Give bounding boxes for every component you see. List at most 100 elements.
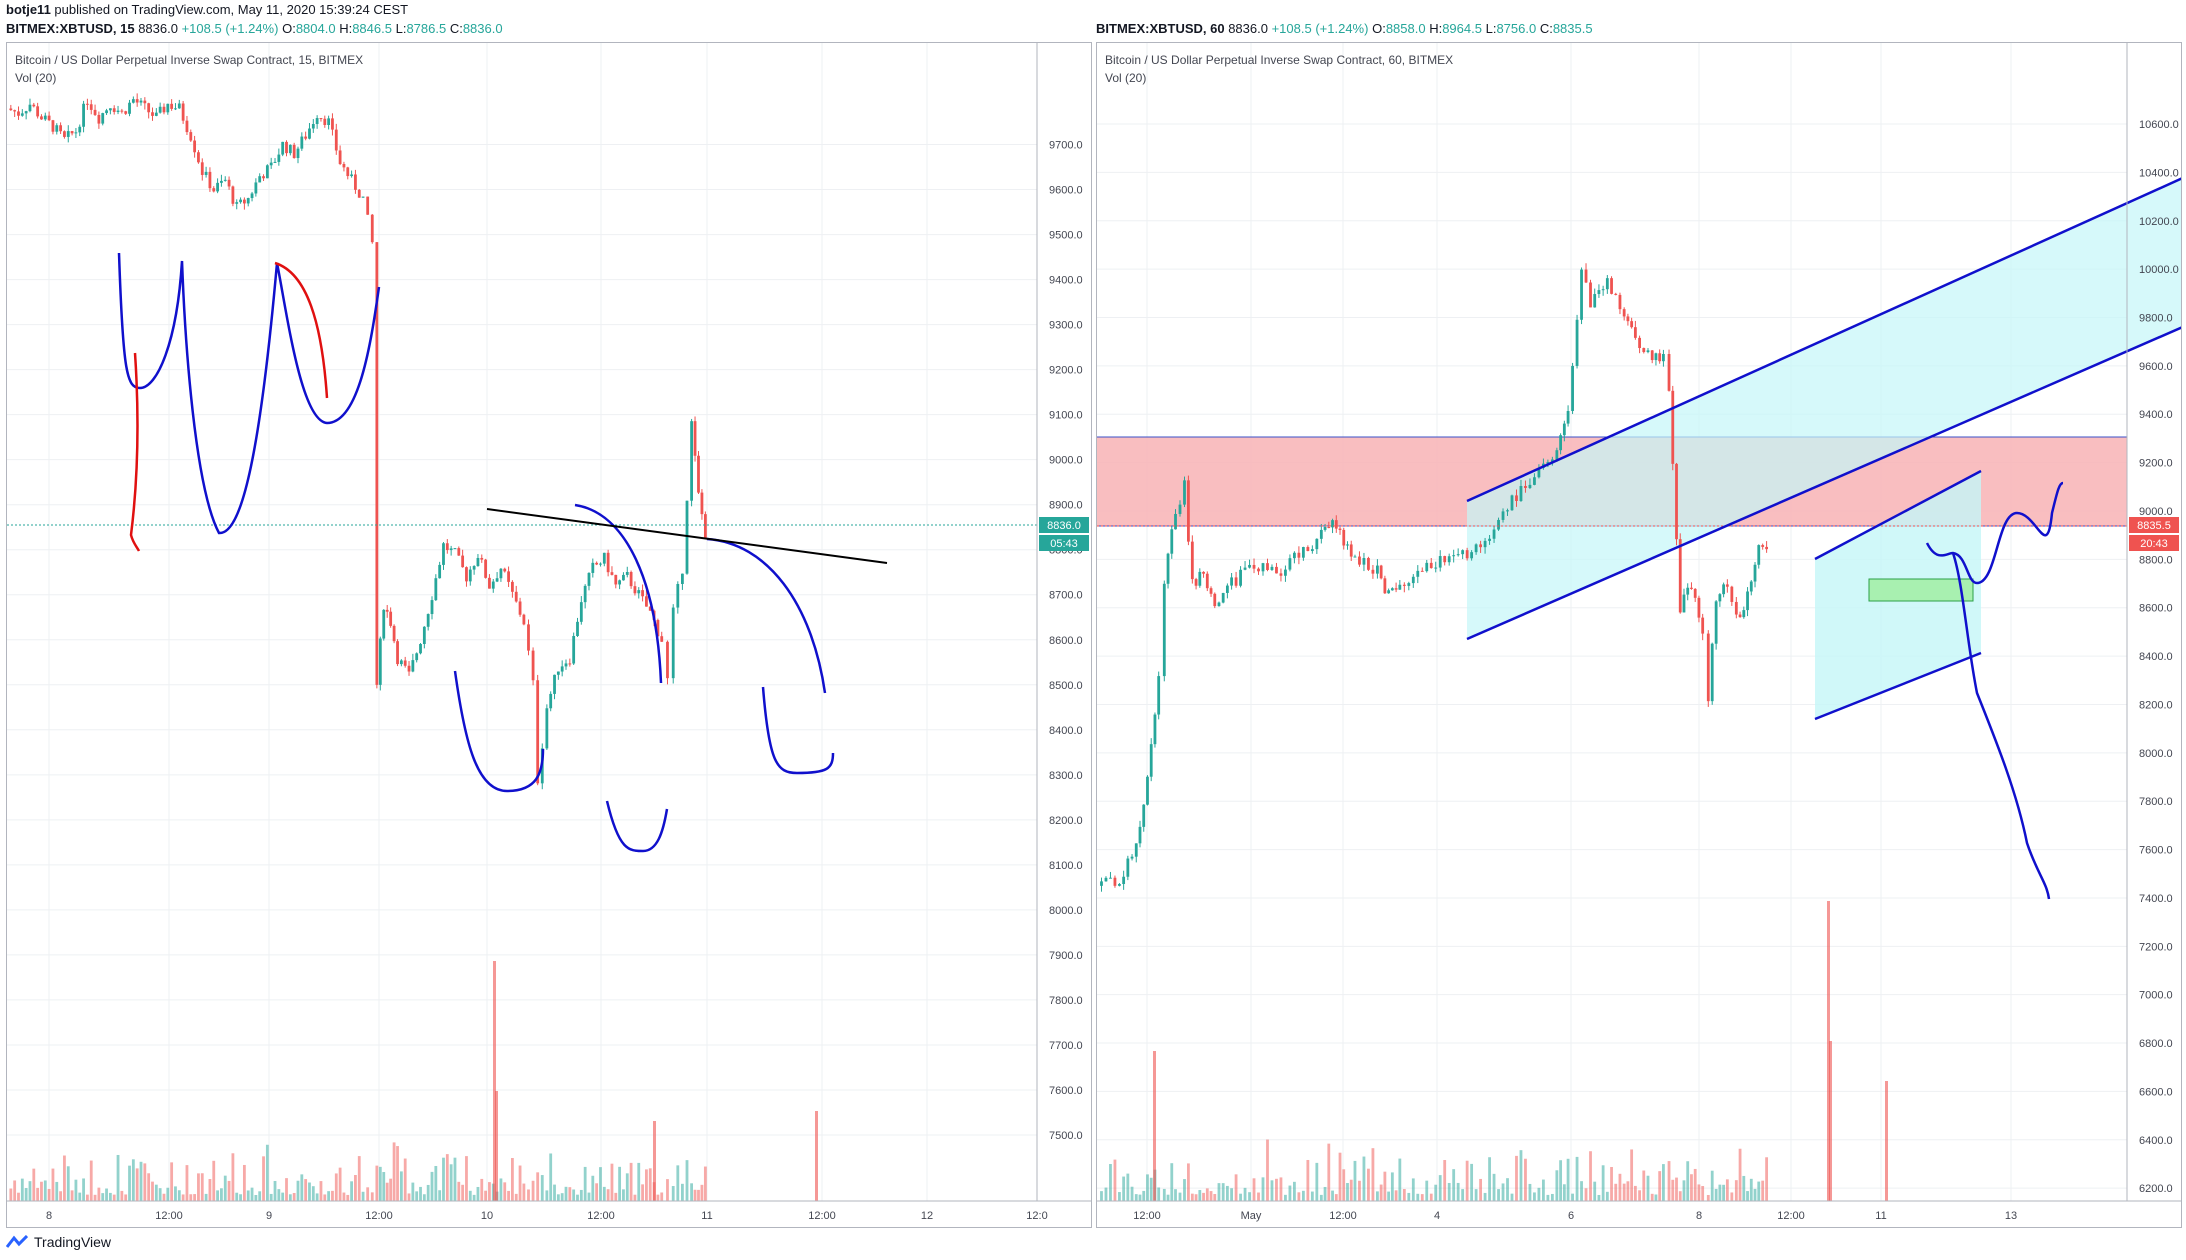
price-tick-label: 9300.0 [1049, 320, 1083, 332]
candle-body [300, 136, 304, 149]
volume-bar [700, 1184, 704, 1201]
candle-body [1483, 540, 1487, 548]
candle-body [606, 552, 610, 573]
left-time-axis[interactable]: 8 12:00 9 12:00 10 12:00 11 12:00 12 12:0 [46, 1210, 1048, 1222]
volume-bar [1230, 1188, 1233, 1201]
candle-body [1492, 529, 1496, 539]
volume-bar [1555, 1170, 1559, 1201]
volume-bar [422, 1194, 426, 1201]
left-chart-panel[interactable]: 9700.0 9600.0 9500.0 9400.0 9300.0 9200.0 9100… [6, 42, 1092, 1228]
volume-bar [1571, 1193, 1574, 1201]
candle-body [366, 196, 370, 215]
candle-body [242, 199, 246, 204]
volume-bar [1266, 1139, 1269, 1201]
candle-body [445, 543, 449, 551]
candle-body [1346, 544, 1349, 546]
candle-body [1742, 610, 1746, 618]
candle-body [564, 663, 568, 667]
candle-body [1429, 562, 1433, 569]
volume-bar [1234, 1174, 1238, 1201]
volume-bar [637, 1162, 641, 1201]
candle-body [622, 574, 625, 581]
price-tick-label: 8900.0 [1049, 500, 1083, 512]
volume-bar [606, 1189, 610, 1201]
candle-body [411, 660, 415, 672]
volume-bar [1338, 1152, 1342, 1201]
candle-body [1618, 294, 1622, 310]
volume-bar [1315, 1162, 1319, 1201]
time-tick-label: 12:00 [808, 1210, 836, 1222]
candle-body [618, 580, 622, 585]
volume-bar [1461, 1189, 1465, 1201]
price-tick-label: 8400.0 [1049, 725, 1083, 737]
price-tick-label: 9400.0 [1049, 275, 1083, 287]
candle-body [1722, 584, 1726, 595]
volume-bar [1725, 1179, 1729, 1201]
price-tick-label: 10000.0 [2139, 264, 2179, 276]
right-close: 8835.5 [1552, 21, 1593, 36]
candle-body [1319, 529, 1323, 539]
candle-body [522, 614, 526, 625]
volume-bar [277, 1189, 281, 1201]
volume-bar [1306, 1159, 1310, 1201]
candle-body [1202, 571, 1205, 574]
volume-spike-bar [493, 961, 496, 1201]
volume-bar [671, 1186, 675, 1201]
volume-bar [296, 1180, 300, 1201]
price-tick-label: 7500.0 [1049, 1130, 1083, 1142]
right-legend: Bitcoin / US Dollar Perpetual Inverse Sw… [1105, 51, 1453, 87]
volume-bar [288, 1194, 292, 1201]
volume-bar [1671, 1179, 1675, 1201]
candle-body [1447, 556, 1451, 563]
candle-body [1257, 568, 1260, 572]
candle-body [461, 555, 465, 568]
candle-body [1584, 269, 1588, 283]
candle-body [1170, 529, 1174, 554]
right-time-axis[interactable]: 12:00 May 12:00 4 6 8 12:00 11 13 [1133, 1210, 2017, 1222]
volume-bar [63, 1155, 66, 1201]
footer-brand[interactable]: TradingView [6, 1234, 111, 1250]
volume-bar [1662, 1164, 1665, 1201]
author-name[interactable]: botje11 [6, 2, 51, 17]
volume-bar [1434, 1184, 1438, 1201]
candle-body [495, 578, 499, 582]
volume-bar [618, 1166, 622, 1201]
left-price-axis[interactable]: 9700.0 9600.0 9500.0 9400.0 9300.0 9200.0 9100… [1049, 140, 1083, 1142]
green-target-box [1868, 578, 1974, 602]
volume-bar [350, 1181, 353, 1201]
price-tick-label: 8200.0 [2139, 699, 2173, 711]
candle-body [1130, 856, 1134, 859]
volume-bar [1170, 1163, 1174, 1201]
volume-bar [185, 1165, 189, 1201]
candle-body [1575, 319, 1579, 366]
volume-bar [378, 1166, 382, 1201]
candle-body [1610, 278, 1613, 294]
left-chart-svg[interactable]: 9700.09600.09500.09400.09300.09200.09100… [7, 43, 1091, 1227]
volume-bar [1633, 1185, 1637, 1201]
volume-bar [20, 1178, 24, 1201]
volume-bar [311, 1186, 315, 1201]
candle-body [1519, 486, 1523, 501]
candle-body [1710, 643, 1714, 702]
candle-body [1693, 588, 1697, 598]
volume-bar [411, 1182, 415, 1201]
volume-bar [36, 1187, 40, 1201]
candle-body [311, 124, 315, 129]
candle-body [507, 571, 510, 582]
right-chart-panel[interactable]: 10600.0 10400.0 10200.0 10000.0 9800.0 9600.0… [1096, 42, 2182, 1228]
volume-bar [170, 1162, 174, 1201]
candle-body [1402, 584, 1406, 586]
channel-fill [1467, 178, 2181, 639]
price-tick-label: 8100.0 [1049, 860, 1083, 872]
candle-body [342, 164, 346, 168]
price-tick-label: 8600.0 [2139, 603, 2173, 615]
candle-body [1162, 583, 1166, 677]
volume-bar [472, 1194, 476, 1201]
price-tick-label: 7900.0 [1049, 950, 1083, 962]
candle-body [637, 590, 641, 594]
right-price-axis[interactable]: 10600.0 10400.0 10200.0 10000.0 9800.0 9600.0… [2139, 119, 2179, 1195]
time-tick-label: 11 [701, 1210, 712, 1222]
volume-bar [181, 1194, 185, 1201]
time-tick-label: 12:00 [365, 1210, 393, 1222]
right-chart-svg[interactable]: 10600.0 10400.0 10200.0 10000.0 9800.0 9600.0… [1097, 43, 2181, 1227]
